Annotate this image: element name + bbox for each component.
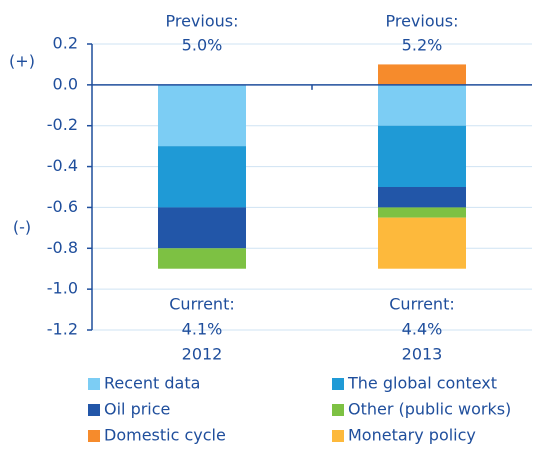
bar-segment — [158, 84, 246, 147]
y-tick-label: -0.2 — [47, 115, 78, 134]
bar-segment — [378, 187, 466, 208]
y-tick-label: -0.4 — [47, 156, 78, 175]
bottom-annotation: 4.1% — [182, 320, 223, 339]
bar-segment — [378, 217, 466, 269]
y-tick-label: -0.6 — [47, 197, 78, 216]
top-annotation: 5.2% — [402, 36, 443, 55]
legend-label: Other (public works) — [348, 400, 511, 419]
legend-label: Monetary policy — [348, 426, 476, 445]
legend-label: The global context — [347, 374, 497, 393]
y-tick-label: 0.0 — [53, 74, 78, 93]
top-annotation: 5.0% — [182, 36, 223, 55]
bar-segment — [158, 248, 246, 269]
x-tick-label: 2012 — [182, 345, 223, 364]
legend-swatch — [332, 430, 344, 442]
y-tick-label: 0.2 — [53, 34, 78, 53]
bar-segment — [378, 84, 466, 126]
y-tick-label: -1.0 — [47, 279, 78, 298]
negative-sign: (-) — [13, 218, 31, 237]
legend-swatch — [332, 378, 344, 390]
legend-swatch — [332, 404, 344, 416]
y-tick-label: -0.8 — [47, 238, 78, 257]
legend-label: Domestic cycle — [104, 426, 226, 445]
bar-segment — [158, 207, 246, 249]
bar-segment — [378, 207, 466, 218]
bottom-annotation: 4.4% — [402, 320, 443, 339]
legend-swatch — [88, 404, 100, 416]
y-tick-label: -1.2 — [47, 320, 78, 339]
bar-segment — [378, 125, 466, 187]
positive-sign: (+) — [9, 52, 35, 71]
legend-label: Oil price — [104, 400, 170, 419]
bottom-annotation: Current: — [169, 295, 234, 314]
top-annotation: Previous: — [165, 12, 238, 31]
top-annotation: Previous: — [385, 12, 458, 31]
bottom-annotation: Current: — [389, 295, 454, 314]
legend-swatch — [88, 430, 100, 442]
legend-label: Recent data — [104, 374, 200, 393]
bar-segment — [378, 64, 466, 85]
x-tick-label: 2013 — [402, 345, 443, 364]
legend-swatch — [88, 378, 100, 390]
bar-segment — [158, 146, 246, 208]
